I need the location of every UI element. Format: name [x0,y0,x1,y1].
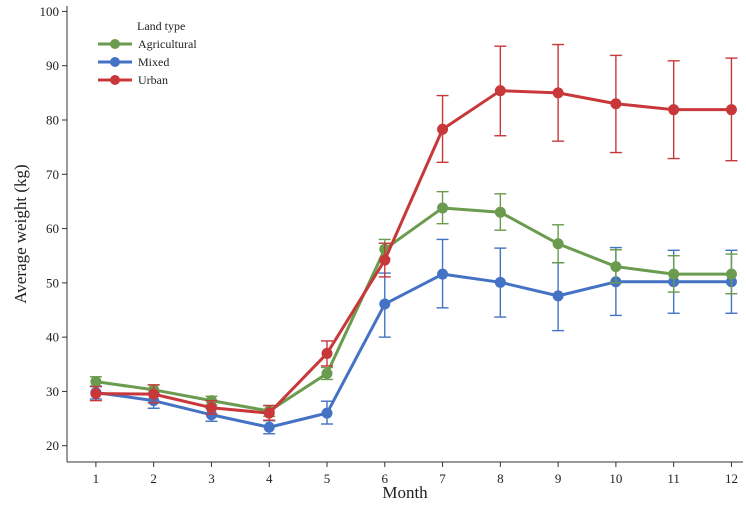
data-point-urban [610,98,622,110]
data-point-agricultural [90,376,102,388]
x-tick-label: 6 [382,471,389,486]
axes [66,6,743,463]
series-line-mixed [95,272,732,429]
y-tick-label: 70 [46,167,59,182]
data-point-agricultural [610,261,622,273]
data-point-agricultural [668,268,680,280]
y-tick-label: 80 [46,113,59,128]
y-axis-title: Average weight (kg) [11,164,30,303]
legend-swatch-marker-agricultural [110,39,120,49]
data-point-mixed [379,298,391,310]
data-point-agricultural [437,202,449,214]
data-point-mixed [263,421,275,433]
y-tick-label: 100 [40,4,60,19]
data-point-urban [90,388,102,400]
series-agricultural [89,190,738,418]
x-tick-label: 5 [324,471,331,486]
y-axis-ticks: 20 30 40 50 60 70 80 90 100 [40,4,67,453]
x-tick-label: 1 [93,471,100,486]
x-axis-ticks: 1 2 3 4 5 6 7 8 9 10 11 12 [93,462,738,486]
legend-item-urban: Urban [98,73,168,87]
x-tick-label: 7 [439,471,446,486]
data-point-agricultural [494,206,506,218]
y-tick-label: 20 [46,438,59,453]
x-tick-label: 9 [555,471,562,486]
x-axis-title: Month [382,483,428,502]
data-point-urban [263,407,275,419]
data-point-mixed [494,276,506,288]
x-tick-label: 11 [667,471,680,486]
x-tick-label: 8 [497,471,504,486]
data-point-urban [552,87,564,99]
y-tick-label: 50 [46,275,59,290]
data-point-urban [668,104,680,116]
y-tick-label: 60 [46,221,59,236]
y-tick-label: 30 [46,384,59,399]
x-tick-label: 4 [266,471,273,486]
legend-items: Agricultural Mixed Urban [98,37,197,87]
legend-label-agricultural: Agricultural [138,37,197,51]
data-point-urban [437,123,449,135]
data-point-agricultural [552,238,564,250]
series-urban [89,43,738,421]
legend-swatch-marker-mixed [110,57,120,67]
x-tick-label: 12 [725,471,738,486]
legend: Land type Agricultural Mixed Urban [98,19,197,87]
legend-label-urban: Urban [138,73,168,87]
legend-label-mixed: Mixed [138,55,169,69]
data-point-urban [205,402,217,414]
data-point-urban [379,254,391,266]
data-point-agricultural [321,368,333,380]
legend-swatch-marker-urban [110,75,120,85]
data-point-urban [725,104,737,116]
legend-item-mixed: Mixed [98,55,169,69]
x-tick-label: 10 [609,471,622,486]
y-tick-label: 90 [46,58,59,73]
data-point-mixed [552,290,564,302]
data-point-urban [494,85,506,97]
legend-item-agricultural: Agricultural [98,37,197,51]
series-line-urban [95,89,732,415]
data-point-urban [148,388,160,400]
data-point-mixed [321,407,333,419]
y-tick-label: 40 [46,330,59,345]
legend-title: Land type [137,19,185,33]
data-point-agricultural [725,268,737,280]
data-point-urban [321,347,333,359]
series-line-agricultural [95,206,732,413]
series-layer [89,43,738,435]
x-tick-label: 3 [208,471,215,486]
x-tick-label: 2 [150,471,157,486]
data-point-mixed [437,268,449,280]
